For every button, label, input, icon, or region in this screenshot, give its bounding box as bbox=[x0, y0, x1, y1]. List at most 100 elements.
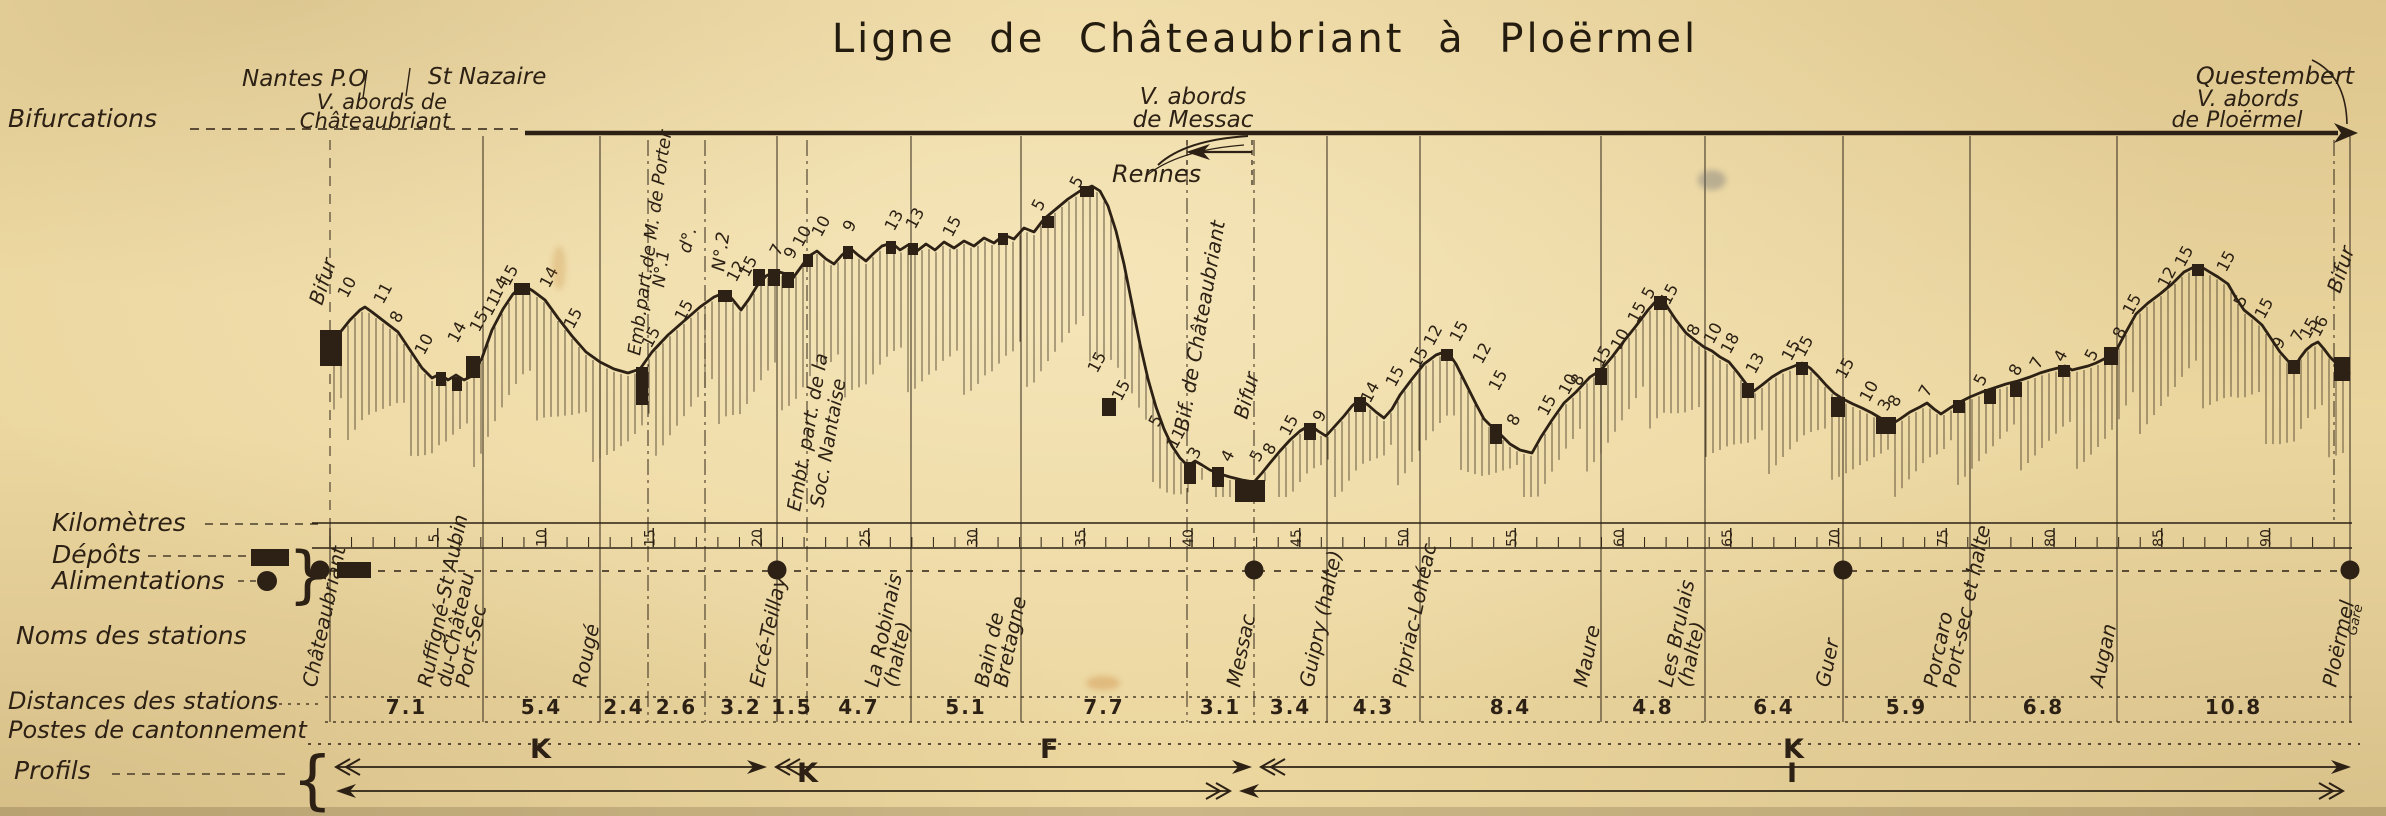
gradient-label: 15 bbox=[1832, 354, 1859, 381]
distance-value: 10.8 bbox=[2205, 695, 2262, 719]
gradient-plate bbox=[1490, 424, 1502, 444]
gradient-label: 15 bbox=[2213, 247, 2240, 274]
row-label-postes: Postes de cantonnement bbox=[8, 716, 307, 744]
alimentation-dot bbox=[767, 560, 787, 580]
annotation-label: N°.1 bbox=[649, 249, 674, 289]
distance-value: 3.2 bbox=[720, 695, 761, 719]
profils-section-letter: F bbox=[1040, 734, 1058, 765]
gradient-label: 15 bbox=[671, 296, 698, 323]
distance-value: 4.8 bbox=[1632, 695, 1673, 719]
km-number: 20 bbox=[750, 529, 766, 547]
distance-value: 6.4 bbox=[1753, 695, 1794, 719]
top-label: de Messac bbox=[1133, 107, 1254, 133]
distance-value: 6.8 bbox=[2023, 695, 2064, 719]
gradient-plate bbox=[452, 377, 462, 391]
km-number: 75 bbox=[1935, 529, 1951, 547]
row-label-alimentations: Alimentations bbox=[52, 566, 225, 595]
annotation-label: d°. bbox=[675, 225, 702, 256]
arrow-feather-icon bbox=[1258, 758, 1286, 776]
stain bbox=[1086, 676, 1120, 690]
arrowhead-icon bbox=[1232, 760, 1252, 774]
station-label: Augan bbox=[2084, 621, 2121, 691]
profils-section-letter: K bbox=[1783, 734, 1805, 765]
alimentation-legend-symbol bbox=[257, 571, 277, 591]
gradient-plate bbox=[1876, 417, 1896, 434]
gradient-plate bbox=[768, 269, 780, 286]
distance-value: 1.5 bbox=[771, 695, 812, 719]
gradient-plate bbox=[1080, 186, 1094, 197]
gradient-label: 15 bbox=[1624, 298, 1651, 325]
gradient-plate bbox=[2192, 264, 2204, 276]
distance-value: 2.6 bbox=[656, 695, 697, 719]
profils-section-letter: K bbox=[797, 758, 819, 789]
gradient-plate bbox=[1235, 480, 1265, 502]
gradient-label: 13 bbox=[902, 204, 929, 231]
gradient-label: 9 bbox=[839, 217, 861, 235]
gradient-plate bbox=[1102, 398, 1116, 416]
gradient-label: 5 bbox=[2230, 292, 2252, 310]
profils-section-letter: K bbox=[530, 734, 552, 765]
km-number: 5 bbox=[427, 534, 443, 543]
gradient-plate bbox=[636, 367, 648, 405]
row-label-depots: Dépôts bbox=[52, 540, 141, 569]
station-label: Rougé bbox=[567, 622, 604, 689]
row-label-distances: Distances des stations bbox=[8, 687, 279, 715]
top-label: St Nazaire bbox=[428, 64, 546, 90]
station-label: Pipriac-Lohéac bbox=[1387, 541, 1441, 689]
gradient-plate bbox=[1654, 296, 1667, 310]
distance-value: 3.1 bbox=[1200, 695, 1241, 719]
gradient-label: 14 bbox=[444, 318, 471, 345]
alimentation-dot bbox=[1244, 560, 1264, 580]
gradient-plate bbox=[2288, 360, 2300, 374]
gradient-label: 15 bbox=[1485, 366, 1512, 393]
gradient-label: 13 bbox=[1742, 349, 1769, 376]
distance-value: 5.4 bbox=[521, 695, 562, 719]
tick bbox=[362, 69, 368, 99]
depot-marker bbox=[337, 562, 371, 578]
gradient-label: 15 bbox=[1084, 348, 1111, 375]
gradient-label: 15 bbox=[2119, 290, 2146, 317]
profils-section-letter: I bbox=[1787, 758, 1797, 789]
top-label: V. abords de bbox=[317, 90, 447, 114]
depot-legend-symbol bbox=[251, 549, 289, 566]
gradient-label: 15 bbox=[1276, 411, 1303, 438]
arrow-feather-icon bbox=[1205, 782, 1233, 800]
gradient-plate bbox=[320, 330, 342, 366]
row-label-kilometres: Kilomètres bbox=[52, 508, 186, 537]
arrowhead-icon bbox=[747, 760, 767, 774]
km-number: 55 bbox=[1504, 529, 1520, 547]
km-number: 30 bbox=[966, 529, 982, 547]
distance-value: 4.7 bbox=[838, 695, 879, 719]
top-label: Châteaubriant bbox=[300, 109, 451, 133]
row-label-bifurcations: Bifurcations bbox=[8, 104, 157, 133]
km-number: 80 bbox=[2043, 529, 2059, 547]
gradient-plate bbox=[1441, 349, 1453, 361]
station-label-sub: Gare bbox=[2345, 603, 2366, 637]
arrowhead-icon bbox=[2331, 760, 2351, 774]
km-number: 90 bbox=[2259, 529, 2275, 547]
gradient-plate bbox=[1304, 423, 1316, 440]
arrow-feather-icon bbox=[2318, 782, 2346, 800]
top-label: de Ploërmel bbox=[2172, 108, 2303, 133]
distance-value: 7.7 bbox=[1083, 695, 1124, 719]
gradient-plate bbox=[2010, 382, 2022, 397]
top-label: Questembert bbox=[2196, 62, 2356, 90]
gradient-plate bbox=[2334, 357, 2350, 381]
gradient-label: 10 bbox=[411, 330, 438, 357]
distance-value: 5.9 bbox=[1886, 695, 1927, 719]
gradient-plate bbox=[1212, 467, 1224, 487]
gradient-plate bbox=[1984, 389, 1996, 404]
top-label: V. abords bbox=[2197, 87, 2299, 112]
distance-value: 7.1 bbox=[386, 695, 427, 719]
arrow-feather-icon bbox=[773, 758, 801, 776]
stain bbox=[552, 246, 566, 290]
gradient-plate bbox=[436, 372, 446, 386]
gradient-plate bbox=[782, 272, 794, 288]
gradient-label: 8 bbox=[386, 308, 408, 326]
gradient-plate bbox=[803, 254, 813, 267]
gradient-plate bbox=[1831, 397, 1845, 417]
gradient-plate bbox=[718, 290, 732, 302]
gradient-label: 8 bbox=[1503, 411, 1525, 429]
gradient-plate bbox=[908, 243, 918, 255]
gradient-label: 7 bbox=[2026, 354, 2048, 372]
